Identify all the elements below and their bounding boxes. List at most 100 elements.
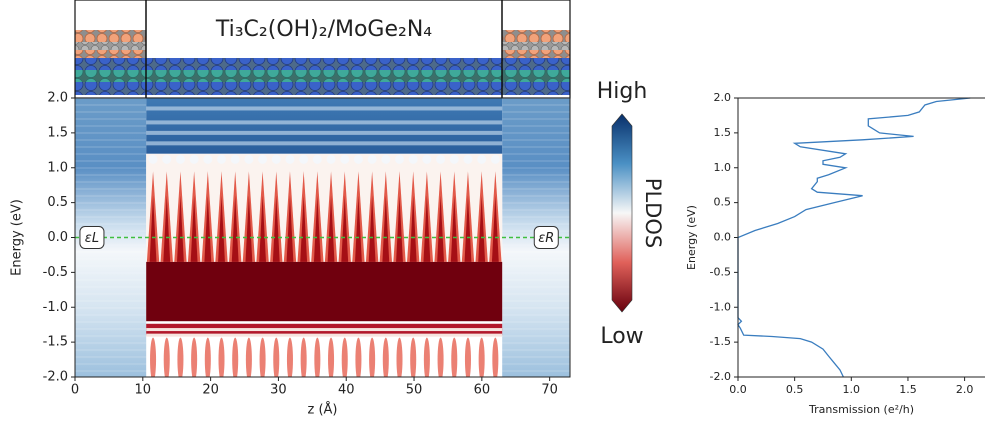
texture	[423, 337, 430, 377]
texture	[163, 337, 170, 377]
y-tick-label: 1.5	[47, 125, 68, 140]
texture	[477, 154, 487, 164]
atomic-structure	[74, 0, 571, 99]
texture	[422, 154, 432, 164]
x-tick-label: 40	[338, 383, 355, 398]
x-axis-label: Transmission (e²/h)	[808, 403, 914, 416]
texture	[463, 154, 473, 164]
texture	[395, 154, 405, 164]
band	[146, 333, 503, 337]
x-tick-label: 10	[135, 383, 152, 398]
texture	[285, 154, 295, 164]
texture	[340, 154, 350, 164]
texture	[259, 195, 267, 262]
x-axis-label: z (Å)	[308, 402, 338, 418]
texture	[245, 195, 253, 262]
texture	[231, 195, 239, 262]
y-tick-label: 2.0	[47, 91, 68, 106]
texture	[218, 195, 225, 262]
texture	[450, 195, 458, 262]
texture	[437, 337, 444, 377]
band	[146, 261, 503, 322]
y-tick-label: 0.5	[714, 196, 732, 209]
y-tick-label: -1.5	[43, 335, 68, 350]
colorbar-label: PLDOS	[641, 178, 665, 248]
texture	[150, 337, 157, 377]
band	[146, 106, 503, 111]
heatmap	[75, 98, 570, 377]
texture	[286, 337, 293, 377]
texture	[273, 337, 280, 377]
chart-title: Ti₃C₂(OH)₂/MoGe₂N₄	[215, 17, 432, 42]
texture	[232, 337, 239, 377]
texture	[191, 337, 198, 377]
colorbar-low: Low	[600, 324, 643, 349]
texture	[190, 195, 198, 262]
colorbar-high: High	[597, 79, 648, 104]
texture	[299, 154, 309, 164]
texture	[149, 195, 157, 262]
texture	[175, 154, 185, 164]
band	[146, 153, 503, 266]
texture	[272, 195, 280, 262]
texture	[218, 337, 225, 377]
y-tick-label: -1.0	[710, 300, 731, 313]
x-tick-label: 50	[406, 383, 423, 398]
band	[146, 141, 503, 146]
texture	[259, 337, 266, 377]
y-tick-label: 1.0	[47, 160, 68, 175]
texture	[244, 154, 254, 164]
annotation-box	[79, 226, 105, 249]
texture	[478, 337, 485, 377]
band	[146, 120, 503, 125]
y-tick-label: 1.0	[714, 161, 732, 174]
texture	[491, 195, 499, 262]
texture	[396, 337, 403, 377]
texture	[314, 337, 321, 377]
texture	[230, 154, 240, 164]
texture	[162, 154, 172, 164]
y-tick-label: 0.5	[47, 195, 68, 210]
y-tick-label: -2.0	[43, 370, 68, 385]
x-tick-label: 0	[71, 383, 79, 398]
band	[146, 98, 503, 154]
texture	[313, 195, 321, 262]
band	[146, 328, 503, 332]
y-tick-label: 1.5	[714, 126, 732, 139]
texture	[367, 154, 377, 164]
texture	[286, 195, 294, 262]
x-tick-label: 70	[541, 383, 558, 398]
texture	[177, 195, 184, 262]
x-tick-label: 2.0	[956, 383, 974, 396]
texture	[423, 195, 431, 262]
plot-frame	[737, 97, 985, 378]
texture	[396, 195, 403, 262]
texture	[355, 337, 362, 377]
texture	[204, 195, 212, 262]
texture	[381, 154, 391, 164]
texture	[369, 337, 376, 377]
texture	[341, 195, 349, 262]
texture	[355, 195, 362, 262]
x-tick-label: 0.5	[786, 383, 804, 396]
x-tick-label: 60	[474, 383, 491, 398]
x-tick-label: 20	[202, 383, 219, 398]
texture	[368, 195, 376, 262]
texture	[163, 195, 171, 262]
texture	[204, 337, 211, 377]
y-tick-label: -0.5	[710, 265, 731, 278]
texture	[245, 337, 252, 377]
y-axis-label: Energy (eV)	[685, 205, 698, 270]
colorbar	[611, 113, 633, 313]
texture	[300, 195, 308, 262]
texture	[382, 195, 390, 262]
x-tick-label: 0.0	[729, 383, 747, 396]
texture	[203, 154, 213, 164]
y-tick-label: -1.5	[710, 335, 731, 348]
texture	[478, 195, 486, 262]
band	[146, 329, 503, 336]
annotation-box	[533, 226, 559, 249]
texture	[312, 154, 322, 164]
texture	[437, 195, 445, 262]
